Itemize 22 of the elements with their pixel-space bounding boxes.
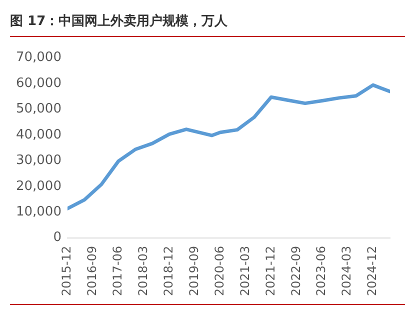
y-tick-label: 40,000 bbox=[16, 127, 62, 142]
x-tick-label: 2015-12 bbox=[60, 246, 74, 296]
x-tick-label: 2016-09 bbox=[85, 246, 100, 296]
y-tick-label: 20,000 bbox=[16, 178, 62, 194]
x-tick-label: 2019-09 bbox=[186, 246, 201, 296]
x-tick-label: 2024-03 bbox=[340, 246, 354, 296]
x-tick-label: 2018-12 bbox=[161, 246, 176, 296]
y-tick-label: 10,000 bbox=[16, 204, 62, 220]
y-tick-label: 70,000 bbox=[16, 50, 62, 66]
x-tick-label: 2023-06 bbox=[314, 246, 328, 296]
y-tick-label: 0 bbox=[53, 230, 62, 246]
x-tick-label: 2020-06 bbox=[212, 246, 226, 296]
y-tick-label: 60,000 bbox=[16, 76, 62, 91]
x-tick-label: 2017-06 bbox=[110, 246, 125, 296]
x-tick-label: 2021-12 bbox=[263, 246, 278, 296]
x-tick-label: 2022-09 bbox=[288, 246, 303, 296]
y-tick-label: 30,000 bbox=[16, 153, 62, 168]
x-tick-label: 2018-03 bbox=[136, 246, 150, 296]
chart-title: 图 17：中国网上外卖用户规模，万人 bbox=[10, 12, 228, 30]
y-tick-label: 50,000 bbox=[16, 102, 62, 117]
x-tick-label: 2024-12 bbox=[365, 246, 380, 296]
x-tick-label: 2021-03 bbox=[238, 246, 252, 296]
